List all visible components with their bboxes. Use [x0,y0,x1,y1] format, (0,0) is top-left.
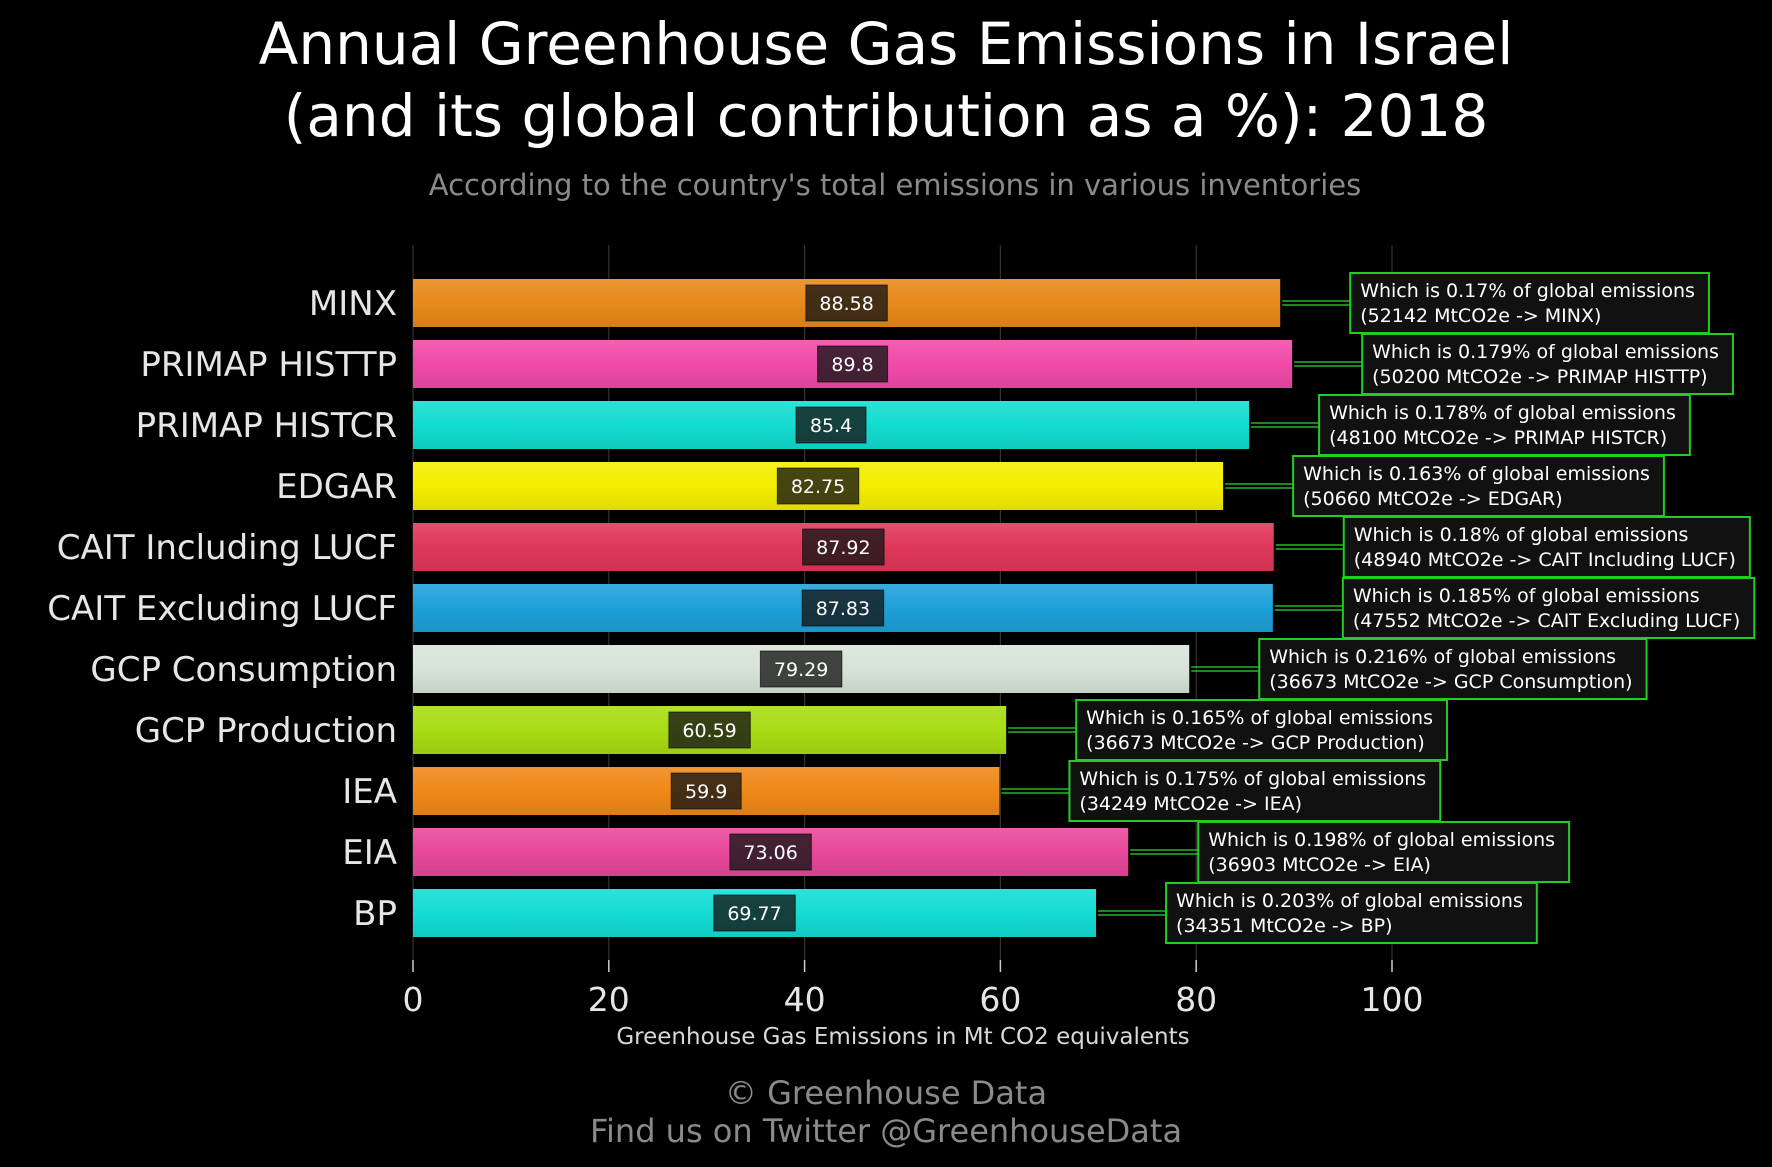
annotation-box [1258,638,1648,700]
annotation-line-2: (48100 MtCO2e -> PRIMAP HISTCR) [1329,427,1667,449]
credit-twitter: Find us on Twitter @GreenhouseData [589,1112,1183,1150]
x-tick-label: 60 [979,980,1021,1019]
value-label: 60.59 [682,720,736,742]
annotation-line-2: (36673 MtCO2e -> GCP Production) [1086,732,1425,754]
chart-title: Annual Greenhouse Gas Emissions in Israe… [0,8,1772,152]
chart-title-line-2: (and its global contribution as a %): 20… [283,82,1489,150]
annotation-line-1: Which is 0.178% of global emissions [1329,402,1676,424]
value-label: 82.75 [791,476,845,498]
x-axis-label: Greenhouse Gas Emissions in Mt CO2 equiv… [616,1024,1190,1050]
annotation-box [1361,333,1734,395]
chart-subtitle: According to the country's total emissio… [428,168,1362,202]
annotation-line-2: (34351 MtCO2e -> BP) [1176,915,1393,937]
value-label-box [670,772,742,810]
annotation-line-1: Which is 0.17% of global emissions [1360,280,1695,302]
annotation-line-2: (52142 MtCO2e -> MINX) [1360,305,1601,327]
annotation-line-2: (50660 MtCO2e -> EDGAR) [1303,488,1563,510]
category-label: GCP Consumption [90,650,397,690]
value-label-box [668,711,751,749]
value-label-box [713,894,796,932]
annotation-line-1: Which is 0.179% of global emissions [1372,341,1719,363]
value-label: 69.77 [727,903,781,925]
connectors [1001,300,1363,916]
annotation-line-1: Which is 0.163% of global emissions [1303,463,1650,485]
x-tick-label: 80 [1175,980,1217,1019]
annotation-line-1: Which is 0.18% of global emissions [1354,524,1689,546]
annotation-line-1: Which is 0.198% of global emissions [1208,829,1555,851]
annotation-line-1: Which is 0.175% of global emissions [1079,768,1426,790]
category-label: EDGAR [276,467,397,507]
category-label: IEA [342,772,397,812]
annotations: Which is 0.17% of global emissions (52142… [1068,272,1756,944]
annotation-box [1068,760,1442,822]
value-label-box [802,528,885,566]
value-label-box [805,284,888,322]
chart-title-line-1: Annual Greenhouse Gas Emissions in Israe… [258,10,1514,78]
x-tick-label: 40 [784,980,826,1019]
annotation-line-2: (36673 MtCO2e -> GCP Consumption) [1269,671,1632,693]
annotation-line-2: (48940 MtCO2e -> CAIT Including LUCF) [1354,549,1736,571]
value-label: 79.29 [774,659,828,681]
value-label: 59.9 [685,781,727,803]
category-label: PRIMAP HISTTP [140,345,397,385]
annotation-line-1: Which is 0.216% of global emissions [1269,646,1616,668]
category-label: GCP Production [135,711,397,751]
annotation-box [1165,882,1538,944]
value-label: 87.83 [816,598,870,620]
annotation-line-2: (50200 MtCO2e -> PRIMAP HISTTP) [1372,366,1707,388]
credit: © Greenhouse Data Find us on Twitter @Gr… [0,1074,1772,1150]
annotation-line-1: Which is 0.185% of global emissions [1353,585,1700,607]
x-tick-label: 20 [588,980,630,1019]
annotation-box [1292,455,1665,517]
value-label: 89.8 [831,354,873,376]
value-label-box [759,650,843,688]
value-label: 88.58 [819,293,873,315]
category-labels: MINX PRIMAP HISTTP PRIMAP HISTCR EDGAR CAIT … [47,284,397,934]
category-label: CAIT Including LUCF [57,528,397,568]
category-label: PRIMAP HISTCR [136,406,397,446]
category-label: CAIT Excluding LUCF [47,589,397,629]
category-label: EIA [342,833,397,873]
annotation-line-2: (34249 MtCO2e -> IEA) [1079,793,1302,815]
value-label-box [801,589,885,627]
x-tick-label: 0 [403,980,424,1019]
category-label: BP [353,894,397,934]
value-label: 85.4 [810,415,852,437]
value-label: 73.06 [743,842,797,864]
annotation-box [1318,394,1691,456]
annotation-line-1: Which is 0.203% of global emissions [1176,890,1523,912]
category-label: MINX [309,284,397,324]
credit-copyright: © Greenhouse Data [724,1074,1048,1112]
bars: 88.58 89.8 85.4 82.75 87.92 87.83 79.29 60.59 59… [413,279,1293,937]
annotation-line-2: (47552 MtCO2e -> CAIT Excluding LUCF) [1353,610,1740,632]
value-label-box [817,345,889,383]
x-tick-label: 100 [1361,980,1424,1019]
value-label-box [729,833,812,871]
value-label-box [795,406,867,444]
annotation-box [1341,577,1756,639]
annotation-line-2: (36903 MtCO2e -> EIA) [1208,854,1431,876]
annotation-box [1349,272,1710,334]
annotation-line-1: Which is 0.165% of global emissions [1086,707,1433,729]
value-label-box [776,467,860,505]
x-axis-ticks: 0 20 40 60 80 100 [403,960,1424,1019]
value-label: 87.92 [816,537,870,559]
annotation-box [1075,699,1448,761]
